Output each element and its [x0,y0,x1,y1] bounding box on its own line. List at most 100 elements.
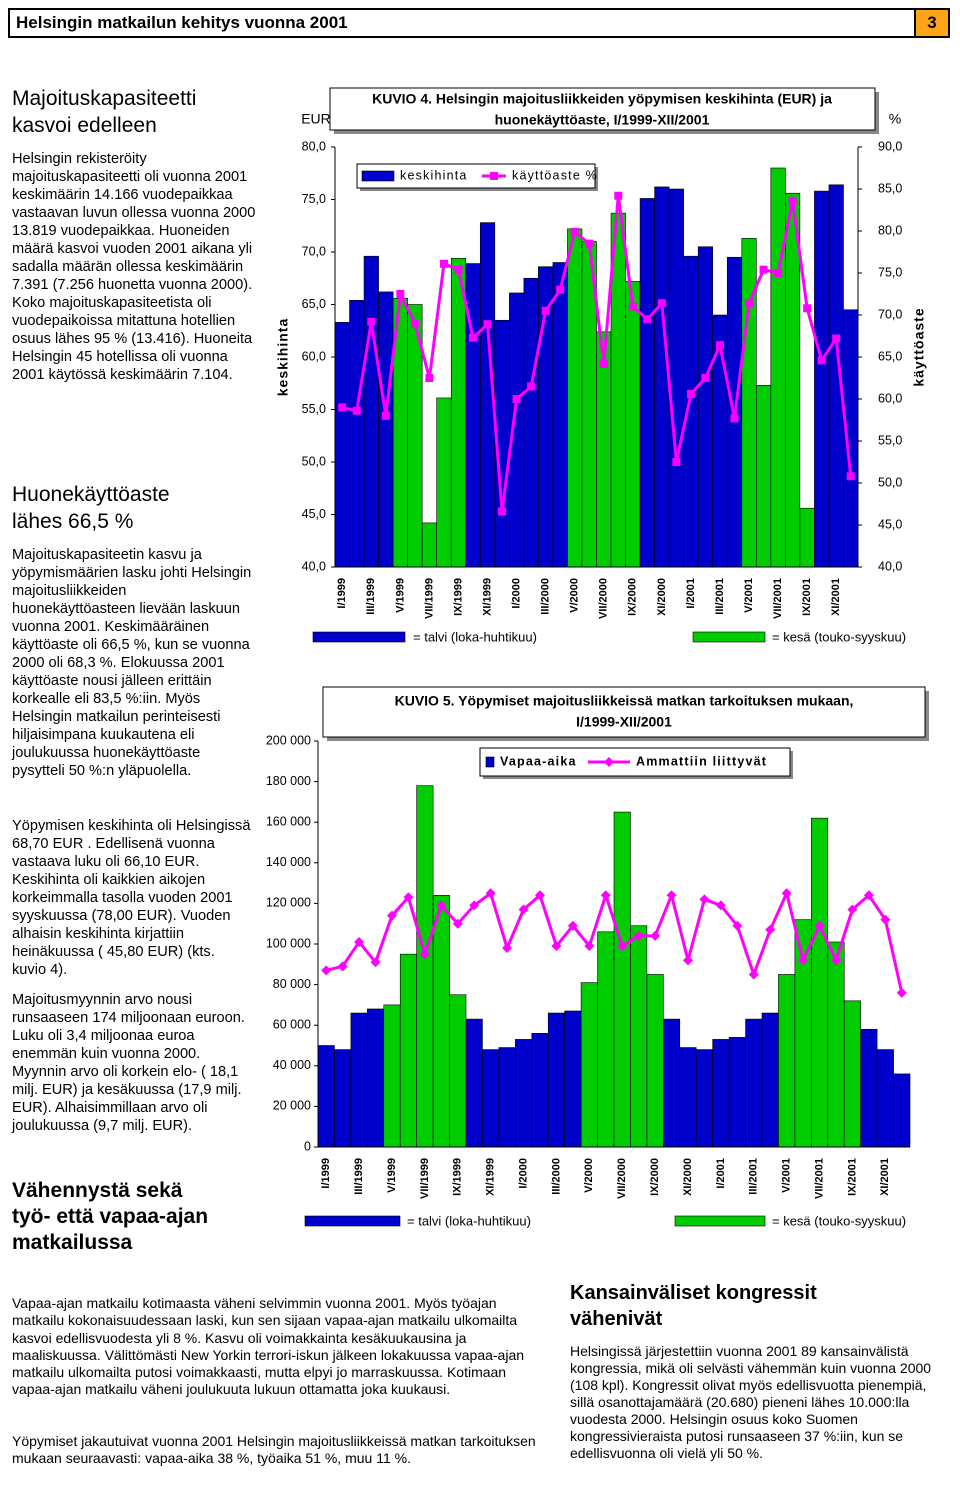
bar [552,262,568,568]
line-marker [439,259,448,268]
bar [695,1049,713,1148]
line-marker [512,395,521,403]
line-marker [410,319,419,328]
line-marker [567,920,578,931]
bar [668,188,684,568]
y-tick-label: 120 000 [266,896,311,910]
chart-title: KUVIO 5. Yöpymiset majoitusliikkeissä ma… [395,693,854,709]
line-marker [518,904,529,915]
line-marker [781,888,792,899]
line-marker [403,892,414,903]
bar [860,1028,878,1148]
x-tick-label: IX/1999 [452,578,464,616]
y-tick-label: 65,0 [302,297,326,311]
bar [654,186,670,568]
bar [745,1018,763,1148]
y-tick-label: 140 000 [266,855,311,869]
legend-box [356,163,596,189]
y-tick-label: 20 000 [273,1099,311,1113]
line-marker [527,382,536,391]
line-marker [831,955,841,966]
y-tick-label: 60 000 [273,1017,311,1031]
season-label: = kesä (touko-syyskuu) [772,629,906,644]
bar [416,785,434,1148]
bar [827,941,845,1148]
line-marker [715,900,726,911]
line-marker [381,411,390,420]
legend-label: keskihinta [400,168,468,182]
y-tick-label: 200 000 [266,733,311,747]
bar [523,277,539,568]
bar [741,238,757,568]
x-tick-label: V/2001 [743,578,755,613]
season-swatch [692,631,766,643]
line-marker [485,888,496,899]
heading: Kansainväliset kongressit vähenivät [570,1282,817,1330]
y2-tick-label: 40,0 [878,559,902,573]
bar [843,1000,861,1148]
legend-swatch [361,170,395,182]
x-tick-label: IX/2000 [649,1158,661,1196]
line-marker [367,317,376,326]
bar [465,1018,483,1148]
line-marker [847,904,858,915]
line-marker [896,987,907,998]
line-marker [585,239,594,248]
x-tick-label: VII/2001 [813,1158,825,1199]
bar [761,1012,779,1148]
line-marker [715,341,724,350]
header-title: Helsingin matkailun kehitys vuonna 2001 [16,13,348,32]
bar [814,190,830,568]
line-marker [604,757,614,767]
paragraph: Majoitusmyynnin arvo nousi runsaaseen 17… [12,992,245,1134]
x-tick-label: VII/1999 [423,578,435,619]
legend-label: Vapaa-aika [500,754,577,768]
line-marker [814,920,825,931]
heading: Vähennystä sekä työ- että vapaa-ajan mat… [12,1179,209,1254]
title-box [329,87,876,131]
y2-tick-label: 60,0 [878,391,902,405]
line-marker [657,299,666,308]
line-marker [396,290,405,298]
y2-axis-title: käyttöaste [911,307,927,386]
line-marker [551,941,562,952]
line-marker [419,949,430,960]
y2-tick-label: 85,0 [878,181,902,195]
line-marker [745,299,754,308]
y2-tick-label: 65,0 [878,349,902,363]
y-tick-label: 80 000 [273,977,311,991]
x-tick-label: V/1999 [394,578,406,613]
bar [482,1049,500,1148]
x-tick-label: VII/1999 [419,1158,431,1199]
x-tick-label: III/2000 [540,578,552,615]
line-marker [535,890,545,901]
line-marker [628,302,637,311]
y2-unit: % [889,111,901,127]
chart-title: KUVIO 4. Helsingin majoitusliikkeiden yö… [372,91,832,107]
bar [564,1010,582,1148]
line-marker [469,900,480,911]
bar [580,982,598,1148]
y2-tick-label: 45,0 [878,517,902,531]
bar [436,397,452,568]
bar [450,257,467,568]
bar [334,322,350,568]
y2-tick-label: 90,0 [878,139,902,153]
x-tick-label: XI/1999 [485,1158,497,1196]
line-marker [352,406,361,415]
line-marker [666,890,677,901]
line-marker [798,955,809,966]
line-marker [650,930,661,941]
bar [876,1049,894,1148]
y-tick-label: 55,0 [302,402,326,416]
line-marker [748,969,759,980]
line-marker [617,941,628,952]
heading: Majoituskapasiteetti kasvoi edelleen [12,87,197,137]
line-marker [570,227,579,236]
bar [515,1039,533,1148]
y-tick-label: 40 000 [273,1058,311,1072]
x-tick-label: VII/2000 [598,578,610,619]
line-marker [541,306,550,315]
